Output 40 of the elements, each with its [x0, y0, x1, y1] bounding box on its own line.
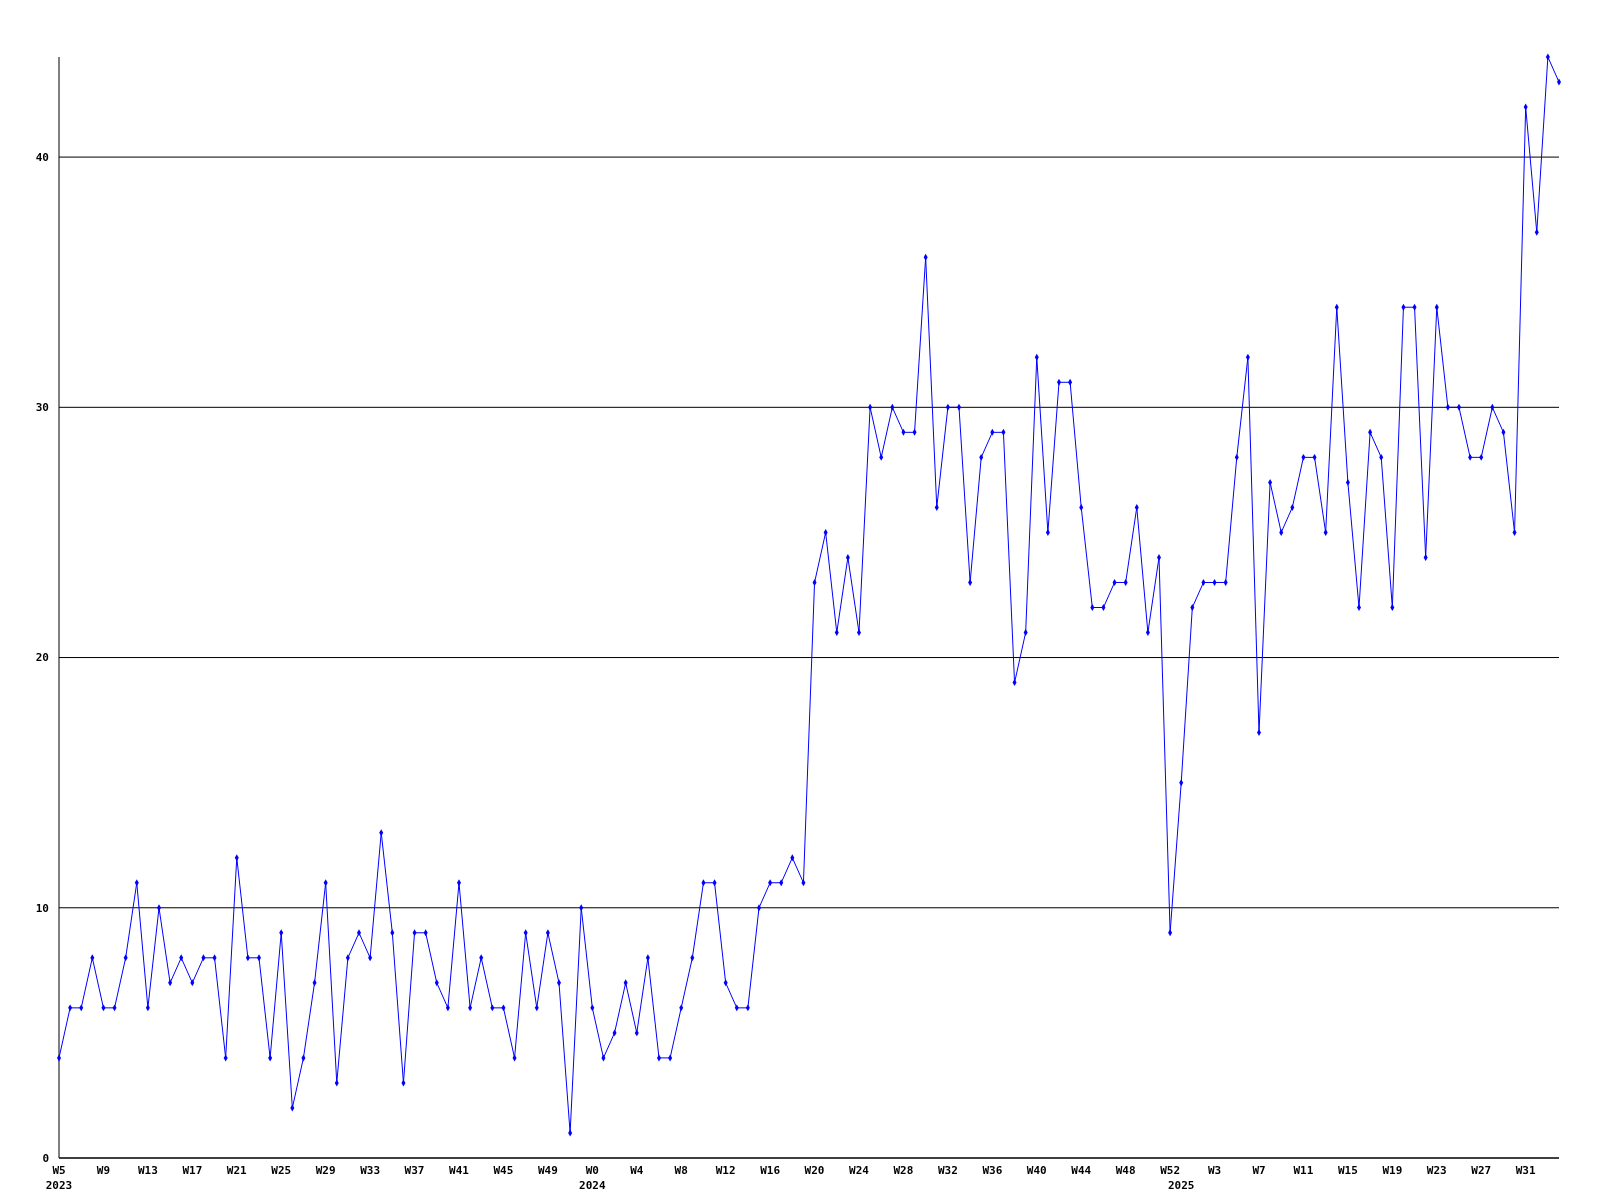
x-tick-label: W23 [1426, 1164, 1447, 1177]
x-tick-label: 2025 [1167, 1179, 1195, 1192]
x-tick-label: W32 [937, 1164, 958, 1177]
x-tick-label: W44 [1071, 1164, 1092, 1177]
x-tick-label: W17 [182, 1164, 203, 1177]
x-tick-label: W45 [493, 1164, 514, 1177]
y-tick-label: 20 [35, 651, 49, 665]
x-tick-label: W19 [1382, 1164, 1403, 1177]
y-tick-label: 30 [35, 401, 49, 415]
x-tick-label: W21 [226, 1164, 248, 1177]
x-tick-label: W16 [760, 1164, 781, 1177]
x-tick-label: W20 [804, 1164, 825, 1177]
x-tick-label: W36 [982, 1164, 1003, 1177]
x-tick-label: W12 [715, 1164, 736, 1177]
x-tick-label: W15 [1337, 1164, 1358, 1177]
x-tick-label: W4 [630, 1164, 644, 1177]
x-tick-label: W31 [1515, 1164, 1536, 1177]
x-tick-label: W9 [96, 1164, 111, 1177]
x-tick-label: W40 [1026, 1164, 1047, 1177]
y-tick-label: 0 [42, 1151, 49, 1165]
x-tick-label: W37 [404, 1164, 425, 1177]
x-tick-label: W13 [137, 1164, 158, 1177]
x-tick-label: W11 [1293, 1164, 1314, 1177]
x-tick-label: W27 [1471, 1164, 1492, 1177]
x-tick-label: W0 2024 [579, 1164, 606, 1192]
x-tick-label: W25 [271, 1164, 292, 1177]
x-tick-label: W5 2023 [45, 1164, 73, 1192]
x-tick-label: W7 [1252, 1164, 1266, 1177]
x-tick-label: W8 [674, 1164, 688, 1177]
x-tick-label: W28 [893, 1164, 914, 1177]
x-tick-label: W41 [449, 1164, 470, 1177]
x-tick-label: W33 [360, 1164, 381, 1177]
x-tick-label: W29 [315, 1164, 336, 1177]
x-tick-label: W24 [849, 1164, 870, 1177]
x-tick-label: W48 [1115, 1164, 1136, 1177]
x-tick-label: W3 [1207, 1164, 1222, 1177]
x-tick-label: W49 [537, 1164, 558, 1177]
x-tick-label: W52 [1160, 1164, 1181, 1177]
y-tick-label: 10 [35, 901, 49, 915]
y-tick-label: 40 [35, 150, 49, 164]
